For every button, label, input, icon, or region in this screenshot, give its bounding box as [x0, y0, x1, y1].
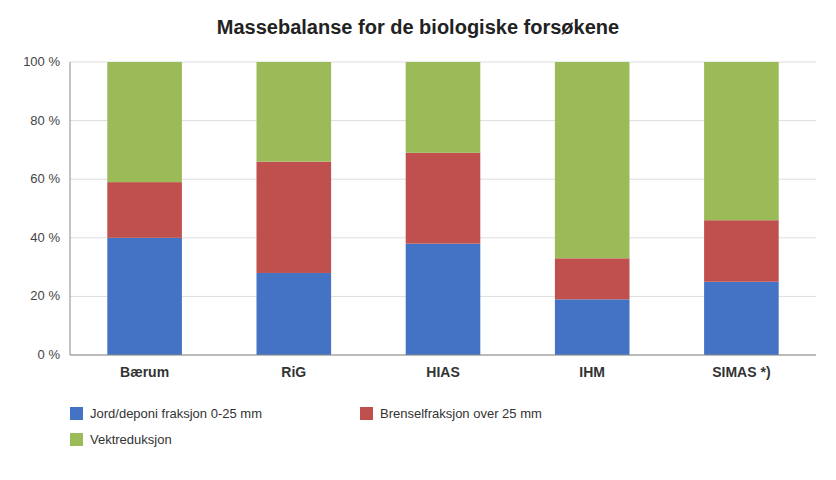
y-tick-label: 60 % — [30, 171, 60, 186]
y-tick-label: 80 % — [30, 113, 60, 128]
bar — [406, 244, 481, 355]
title: Massebalanse for de biologiske forsøkene — [217, 16, 619, 38]
bar — [406, 62, 481, 153]
bar — [107, 238, 182, 355]
y-tick-label: 20 % — [30, 288, 60, 303]
legend-label: Vektreduksjon — [90, 432, 172, 447]
x-tick-label: IHM — [579, 364, 605, 380]
bars — [107, 62, 778, 355]
bar — [555, 258, 630, 299]
bar — [257, 162, 332, 273]
y-tick-label: 40 % — [30, 230, 60, 245]
bar — [406, 153, 481, 244]
y-tick-label: 100 % — [23, 54, 60, 69]
legend-swatch — [360, 407, 373, 420]
bar — [257, 62, 332, 162]
y-tick-label: 0 % — [38, 347, 61, 362]
bar — [704, 282, 779, 355]
x-tick-label: Bærum — [120, 364, 169, 380]
bar — [107, 182, 182, 238]
legend-swatch — [70, 407, 83, 420]
chart-container: Massebalanse for de biologiske forsøkene… — [0, 0, 836, 480]
chart: Massebalanse for de biologiske forsøkene… — [0, 0, 836, 480]
bar — [257, 273, 332, 355]
bar — [555, 62, 630, 258]
legend-label: Brenselfraksjon over 25 mm — [380, 406, 542, 421]
x-tick-label: SIMAS *) — [712, 364, 770, 380]
x-axis — [70, 355, 816, 356]
legend-swatch — [70, 433, 83, 446]
grid — [70, 62, 816, 355]
legend: Jord/deponi fraksjon 0-25 mm Brenselfraks… — [70, 406, 542, 447]
bar — [704, 220, 779, 282]
legend-label: Jord/deponi fraksjon 0-25 mm — [90, 406, 262, 421]
grid-line — [70, 355, 816, 356]
bar — [555, 299, 630, 355]
bar — [107, 62, 182, 182]
x-tick-label: RiG — [281, 364, 306, 380]
y-axis — [70, 62, 71, 355]
x-tick-label: HIAS — [426, 364, 459, 380]
bar — [704, 62, 779, 220]
